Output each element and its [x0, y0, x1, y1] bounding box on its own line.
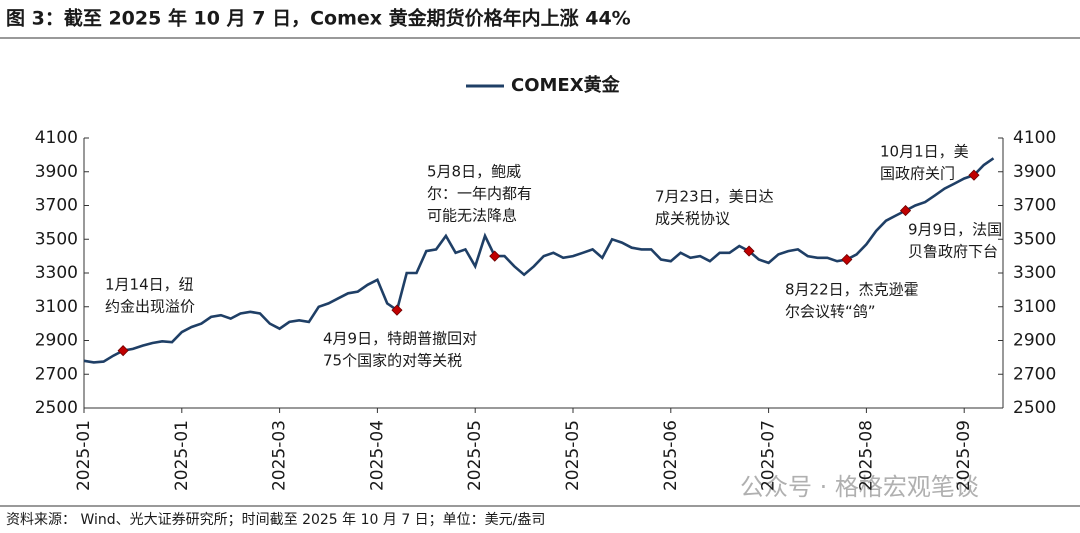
y2-tick-label: 2500: [1013, 398, 1056, 418]
annotation: 1月14日，纽: [105, 276, 194, 294]
y2-tick-label: 4100: [1013, 128, 1056, 148]
y-tick-label: 3300: [35, 263, 78, 283]
watermark: 公众号 · 格格宏观笔谈: [740, 473, 979, 501]
y-tick-label: 2700: [35, 364, 78, 384]
x-tick-label: 2025-08: [856, 420, 876, 491]
y2-tick-label: 3700: [1013, 196, 1056, 216]
annotation: 尔：一年内都有: [427, 185, 532, 203]
x-tick-label: 2025-05: [465, 420, 485, 491]
event-marker: [841, 253, 853, 266]
annotation: 成关税协议: [655, 210, 730, 228]
annotation: 8月22日，杰克逊霍: [785, 281, 919, 299]
event-marker: [899, 204, 912, 217]
annotation: 9月9日，法国: [908, 221, 1002, 239]
series-line: [83, 157, 995, 364]
x-tick-label: 2025-03: [270, 420, 290, 491]
x-tick-label: 2025-09: [954, 420, 974, 491]
y2-tick-label: 3300: [1013, 263, 1056, 283]
event-marker: [743, 245, 755, 257]
event-marker: [489, 250, 501, 262]
y-tick-label: 2500: [35, 398, 78, 418]
legend-label: COMEX黄金: [511, 74, 621, 96]
annotation: 约金出现溢价: [105, 298, 195, 316]
y2-tick-label: 2700: [1013, 364, 1056, 384]
annotation: 贝鲁政府下台: [908, 243, 998, 261]
x-tick-label: 2025-01: [172, 420, 192, 491]
y-tick-label: 3500: [35, 229, 78, 249]
x-tick-label: 2025-01: [74, 420, 94, 491]
y2-tick-label: 2900: [1013, 331, 1056, 351]
y2-tick-label: 3100: [1013, 297, 1056, 317]
x-tick-label: 2025-04: [367, 420, 387, 491]
event-marker: [391, 304, 403, 316]
y2-tick-label: 3900: [1013, 162, 1056, 182]
chart-title: 图 3：截至 2025 年 10 月 7 日，Comex 黄金期货价格年内上涨 …: [6, 7, 631, 30]
annotation: 可能无法降息: [427, 207, 517, 225]
annotation: 尔会议转“鸽”: [785, 303, 876, 321]
x-tick-label: 2025-07: [759, 420, 779, 491]
x-tick-label: 2025-05: [563, 420, 583, 491]
annotation: 75个国家的对等关税: [323, 352, 462, 370]
event-marker: [117, 345, 129, 357]
y-tick-label: 3100: [35, 297, 78, 317]
annotation: 5月8日，鲍威: [427, 163, 521, 181]
event-marker: [968, 169, 980, 181]
annotation: 7月23日，美日达: [655, 188, 774, 206]
source-note: 资料来源： Wind、光大证券研究所；时间截至 2025 年 10 月 7 日；…: [6, 512, 545, 528]
annotation: 10月1日，美: [880, 143, 969, 161]
x-tick-label: 2025-06: [661, 420, 681, 491]
y-tick-label: 2900: [35, 331, 78, 351]
y-tick-label: 4100: [35, 128, 78, 148]
annotation: 国政府关门: [880, 165, 955, 183]
y-tick-label: 3900: [35, 162, 78, 182]
y2-tick-label: 3500: [1013, 229, 1056, 249]
y-tick-label: 3700: [35, 196, 78, 216]
annotation: 4月9日，特朗普撤回对: [323, 330, 477, 348]
